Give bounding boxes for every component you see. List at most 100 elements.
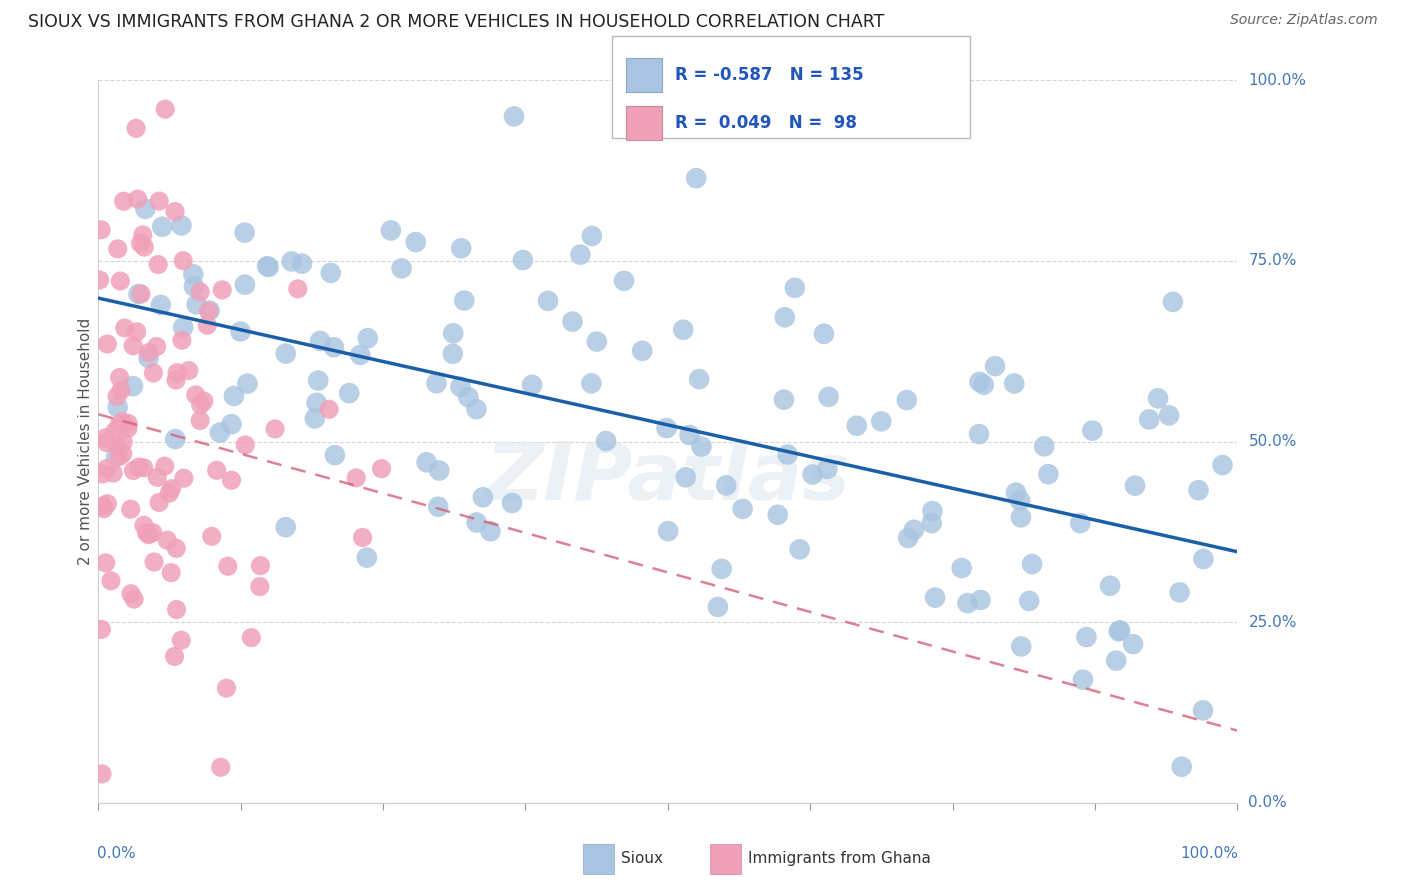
Point: [132, 518, 155, 533]
Point: [1211, 458, 1233, 472]
Point: [94, 556, 117, 570]
Point: [984, 359, 1007, 373]
Point: [427, 500, 450, 514]
Point: [969, 375, 991, 389]
Text: Immigrants from Ghana: Immigrants from Ghana: [748, 851, 931, 865]
Point: [1192, 703, 1215, 717]
Y-axis label: 2 or more Vehicles in Household: 2 or more Vehicles in Household: [77, 318, 93, 566]
Text: 0.0%: 0.0%: [97, 847, 136, 861]
Point: [177, 363, 200, 377]
Point: [921, 504, 943, 518]
Point: [1109, 624, 1132, 638]
Point: [1010, 510, 1032, 524]
Point: [973, 377, 995, 392]
Point: [304, 411, 326, 425]
Point: [845, 418, 868, 433]
Point: [101, 466, 124, 480]
Point: [1161, 294, 1184, 309]
Point: [950, 561, 973, 575]
Point: [1005, 485, 1028, 500]
Point: [773, 392, 796, 407]
Point: [1099, 579, 1122, 593]
Point: [685, 171, 707, 186]
Point: [197, 304, 219, 318]
Point: [110, 384, 132, 398]
Point: [165, 432, 187, 446]
Point: [561, 315, 583, 329]
Point: [156, 533, 179, 548]
Point: [117, 417, 139, 431]
Point: [291, 257, 314, 271]
Point: [108, 370, 131, 384]
Point: [613, 274, 636, 288]
Point: [217, 559, 239, 574]
Point: [198, 303, 221, 318]
Point: [512, 253, 534, 268]
Point: [127, 192, 149, 206]
Point: [441, 347, 464, 361]
Point: [287, 282, 309, 296]
Point: [138, 527, 160, 541]
Point: [165, 541, 187, 556]
Point: [105, 438, 128, 452]
Point: [146, 470, 169, 484]
Point: [184, 388, 207, 402]
Text: SIOUX VS IMMIGRANTS FROM GHANA 2 OR MORE VEHICLES IN HOUSEHOLD CORRELATION CHART: SIOUX VS IMMIGRANTS FROM GHANA 2 OR MORE…: [28, 13, 884, 31]
Point: [344, 471, 367, 485]
Text: ZIPatlas: ZIPatlas: [485, 439, 851, 516]
Point: [114, 321, 136, 335]
Point: [1108, 624, 1130, 639]
Text: 0.0%: 0.0%: [1249, 796, 1286, 810]
Point: [520, 377, 543, 392]
Point: [690, 440, 713, 454]
Point: [135, 525, 157, 540]
Point: [1021, 557, 1043, 571]
Point: [453, 293, 475, 308]
Point: [319, 266, 342, 280]
Point: [457, 390, 479, 404]
Point: [148, 258, 170, 272]
Point: [256, 260, 278, 274]
Point: [969, 593, 991, 607]
Point: [186, 297, 208, 311]
Point: [170, 333, 193, 347]
Point: [96, 337, 118, 351]
Text: R = -0.587   N = 135: R = -0.587 N = 135: [675, 66, 863, 84]
Point: [503, 109, 526, 123]
Point: [471, 490, 494, 504]
Point: [93, 501, 115, 516]
Point: [449, 380, 471, 394]
Point: [1147, 392, 1170, 406]
Point: [120, 587, 142, 601]
Point: [90, 623, 112, 637]
Point: [1187, 483, 1209, 498]
Point: [1123, 478, 1146, 492]
Point: [773, 310, 796, 325]
Point: [138, 345, 160, 359]
Point: [129, 287, 152, 301]
Point: [801, 467, 824, 482]
Point: [309, 334, 332, 348]
Point: [967, 427, 990, 442]
Point: [1170, 760, 1192, 774]
Point: [142, 525, 165, 540]
Point: [104, 424, 127, 438]
Point: [956, 596, 979, 610]
Point: [188, 285, 211, 299]
Point: [205, 463, 228, 477]
Point: [105, 389, 128, 403]
Point: [897, 531, 920, 545]
Point: [274, 346, 297, 360]
Text: 50.0%: 50.0%: [1249, 434, 1296, 449]
Point: [91, 467, 114, 481]
Point: [96, 497, 118, 511]
Point: [789, 542, 811, 557]
Point: [94, 431, 117, 445]
Point: [122, 339, 145, 353]
Point: [817, 390, 839, 404]
Point: [170, 633, 193, 648]
Point: [236, 376, 259, 391]
Point: [193, 394, 215, 409]
Point: [1122, 637, 1144, 651]
Point: [195, 318, 218, 333]
